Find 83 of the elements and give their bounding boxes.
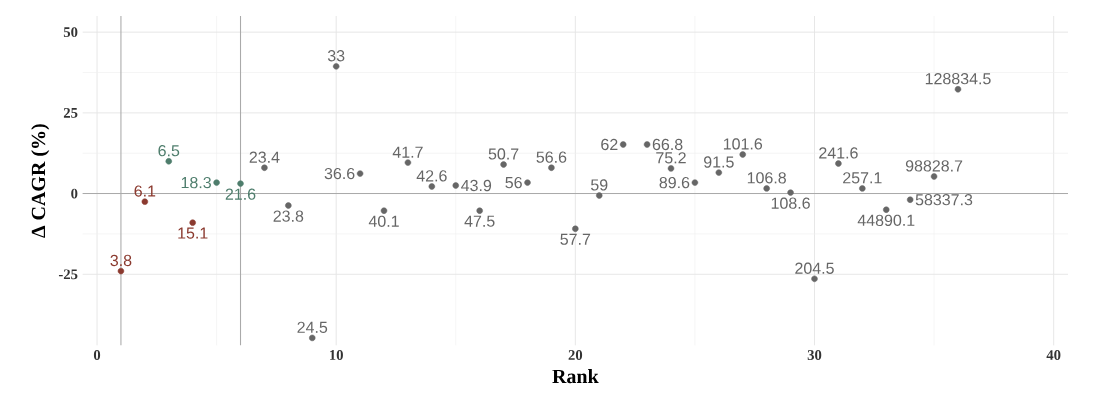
x-axis-title: Rank <box>552 369 599 384</box>
point <box>906 196 914 203</box>
annotation: 257.1 <box>843 172 882 184</box>
x-tick-label: 0 <box>93 350 101 360</box>
annotation: 57.7 <box>560 233 591 245</box>
annotation: 98828.7 <box>905 160 963 172</box>
point <box>404 159 412 166</box>
annotation: 6.5 <box>158 145 180 157</box>
point <box>309 334 316 342</box>
point <box>715 169 723 176</box>
point <box>165 158 172 165</box>
annotation: 101.6 <box>723 138 763 150</box>
annotation: 66.8 <box>652 138 683 151</box>
point <box>572 225 579 232</box>
point <box>739 151 746 158</box>
annotation: 24.5 <box>297 321 328 333</box>
x-tick-label: 40 <box>1046 350 1061 360</box>
annotation: 75.2 <box>656 152 686 164</box>
annotation: 6.1 <box>134 185 156 197</box>
point <box>763 185 770 192</box>
point <box>667 165 675 172</box>
point <box>452 182 459 189</box>
annotation: 41.7 <box>392 146 423 158</box>
annotation: 18.3 <box>181 176 211 189</box>
point <box>356 170 364 177</box>
point <box>213 179 220 186</box>
y-axis-title: Δ CAGR (%) <box>31 124 50 238</box>
point <box>643 141 651 148</box>
annotation: 23.4 <box>249 151 280 163</box>
annotation: 56.6 <box>536 151 567 163</box>
point <box>835 160 842 167</box>
annotation: 106.8 <box>747 172 786 184</box>
annotation: 3.8 <box>110 254 132 267</box>
point <box>787 189 794 196</box>
annotation: 15.1 <box>178 227 208 239</box>
x-tick-label: 20 <box>568 350 583 360</box>
y-tick-label: 0 <box>71 188 78 199</box>
annotation: 91.5 <box>704 156 734 168</box>
point <box>189 219 196 226</box>
annotation: 59 <box>591 179 608 191</box>
annotation: 56 <box>505 176 522 189</box>
annotation: 50.7 <box>488 148 519 160</box>
point <box>237 180 244 187</box>
point <box>619 141 627 148</box>
annotation: 89.6 <box>659 176 690 189</box>
annotation: 23.8 <box>273 210 304 222</box>
point <box>691 179 699 186</box>
point <box>332 63 340 70</box>
annotation: 128834.5 <box>925 73 991 85</box>
point <box>476 207 483 214</box>
point <box>859 185 866 192</box>
annotation: 204.5 <box>795 262 834 274</box>
annotation: 47.5 <box>464 215 495 227</box>
annotation: 42.6 <box>416 170 447 182</box>
point <box>141 198 149 205</box>
point <box>883 206 890 213</box>
annotation: 21.6 <box>225 188 256 200</box>
annotation: 43.9 <box>461 179 492 192</box>
point <box>811 275 818 283</box>
y-tick-label: 50 <box>63 27 78 38</box>
annotation: 58337.3 <box>915 194 973 206</box>
point <box>500 161 507 168</box>
point <box>380 207 388 214</box>
annotation: 108.6 <box>771 197 810 209</box>
annotation: 62 <box>601 138 618 151</box>
x-tick-label: 30 <box>807 350 822 360</box>
annotation: 44890.1 <box>857 214 915 226</box>
point <box>117 267 125 275</box>
point <box>285 202 292 209</box>
annotation: 241.6 <box>819 147 858 159</box>
point <box>548 164 555 171</box>
point <box>596 192 603 199</box>
annotation: 40.1 <box>368 215 399 227</box>
x-tick-label: 10 <box>330 350 343 360</box>
point <box>428 183 436 190</box>
y-tick-label: 25 <box>63 107 78 118</box>
annotation: 33 <box>327 50 345 62</box>
point <box>261 164 268 171</box>
point <box>954 86 962 93</box>
annotation: 36.6 <box>324 167 355 180</box>
y-tick-label: -25 <box>58 269 78 280</box>
point <box>930 173 938 180</box>
point <box>524 179 531 186</box>
